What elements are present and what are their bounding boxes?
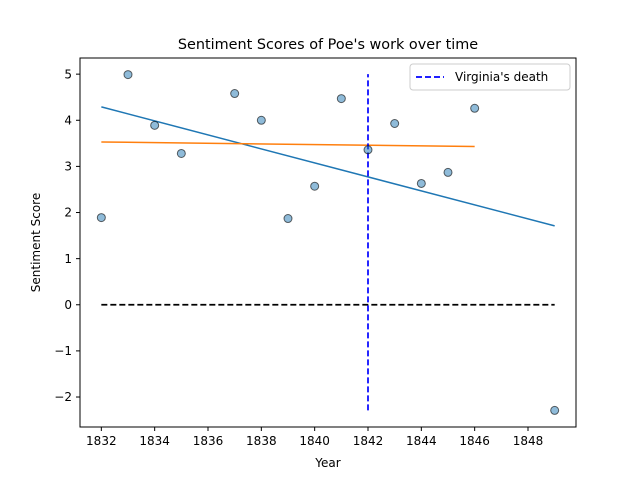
- data-point: [336, 94, 346, 104]
- x-axis-label: Year: [314, 456, 340, 470]
- plot-content: [96, 70, 560, 415]
- data-point: [390, 118, 400, 128]
- data-point: [363, 145, 373, 155]
- data-point: [230, 89, 240, 99]
- chart-title: Sentiment Scores of Poe's work over time: [178, 37, 478, 53]
- y-tick-label: 3: [64, 160, 72, 174]
- y-tick-label: 4: [64, 113, 72, 127]
- x-tick-label: 1846: [459, 434, 490, 448]
- y-tick-label: 2: [64, 206, 72, 220]
- y-tick-label: −2: [54, 390, 72, 404]
- x-tick-label: 1840: [299, 434, 330, 448]
- data-point: [443, 167, 453, 177]
- y-axis-label: Sentiment Score: [29, 193, 43, 292]
- data-point: [256, 115, 266, 125]
- x-tick-label: 1834: [139, 434, 170, 448]
- y-tick-label: −1: [54, 344, 72, 358]
- data-point: [123, 70, 133, 80]
- x-tick-label: 1842: [353, 434, 384, 448]
- data-point: [550, 405, 560, 415]
- y-axis: −2 −1 0 1 2 3 4 5: [54, 67, 80, 404]
- data-point: [310, 181, 320, 191]
- x-axis: 1832 1834 1836 1838 1840 1842 1844 1846 1848: [86, 427, 543, 448]
- y-tick-label: 0: [64, 298, 72, 312]
- data-point: [283, 214, 293, 224]
- series-line-trend-subset: [101, 141, 475, 148]
- legend: Virginia's death: [409, 63, 571, 91]
- x-tick-label: 1832: [86, 434, 117, 448]
- data-point: [150, 120, 160, 130]
- data-point: [470, 103, 480, 113]
- x-tick-label: 1838: [246, 434, 277, 448]
- legend-virginia-death-label: Virginia's death: [455, 70, 548, 84]
- legend-box: [409, 63, 571, 91]
- data-point: [96, 213, 106, 223]
- x-tick-label: 1836: [193, 434, 224, 448]
- data-point: [176, 148, 186, 158]
- plot-frame: [79, 57, 577, 428]
- series-line-trend-all: [101, 106, 555, 227]
- x-tick-label: 1848: [513, 434, 544, 448]
- y-tick-label: 5: [64, 67, 72, 81]
- x-tick-label: 1844: [406, 434, 437, 448]
- y-tick-label: 1: [64, 252, 72, 266]
- data-point: [416, 178, 426, 188]
